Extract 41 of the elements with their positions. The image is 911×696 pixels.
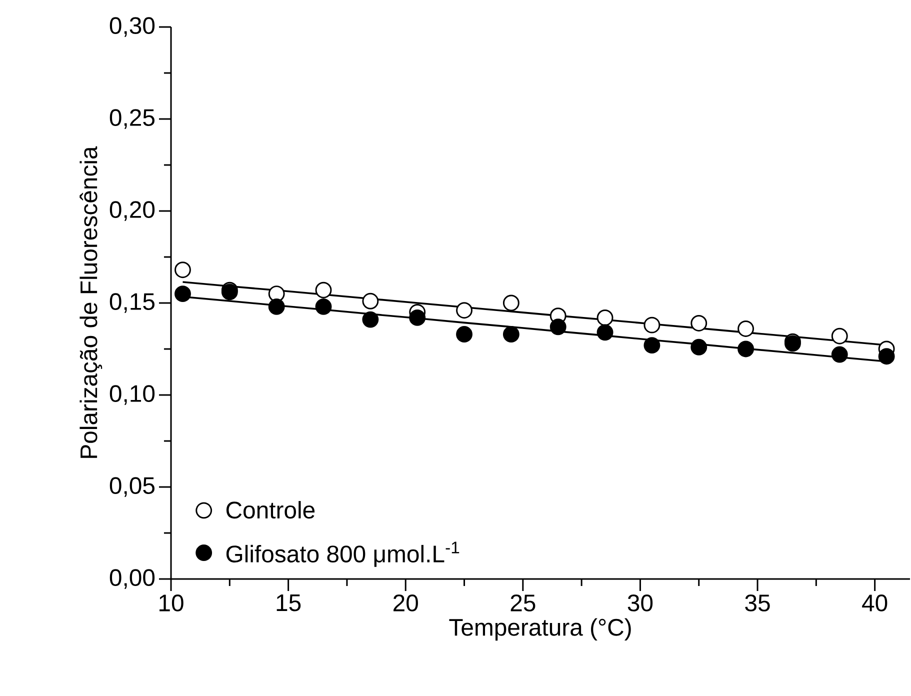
point	[315, 282, 332, 298]
point	[831, 346, 848, 363]
y-tick-label: 0,20	[110, 201, 155, 221]
point	[268, 298, 285, 315]
x-tick-label: 10	[160, 594, 184, 612]
x-tick-label: 35	[745, 594, 770, 612]
y-tick-label: 0,15	[110, 293, 154, 313]
point	[362, 311, 379, 328]
point	[644, 316, 660, 334]
point	[315, 298, 332, 315]
y-tick-label: 0,25	[110, 109, 154, 129]
x-tick-label: 40	[862, 594, 888, 612]
x-tick-label: 25	[510, 594, 536, 612]
point	[690, 315, 708, 332]
point	[831, 328, 848, 344]
y-tick-label: 0,00	[110, 569, 155, 589]
point	[690, 338, 708, 356]
point	[596, 324, 614, 341]
point	[456, 326, 472, 342]
x-tick-label: 20	[394, 594, 418, 612]
point	[456, 302, 472, 319]
y-tick-label: 0,05	[110, 477, 154, 497]
point	[409, 309, 426, 326]
legend-label: Controle	[226, 501, 315, 519]
point	[362, 292, 379, 310]
point	[738, 340, 754, 358]
x-tick-label: 30	[628, 594, 653, 612]
x-axis-title: Temperatura (°C)	[449, 618, 631, 641]
point	[502, 294, 520, 312]
point	[502, 326, 520, 342]
x-tick-label: 15	[276, 594, 301, 612]
point	[738, 320, 754, 337]
y-tick-label: 0,10	[110, 385, 155, 405]
y-tick-label: 0,30	[110, 17, 155, 37]
point	[550, 318, 566, 336]
point	[644, 337, 660, 354]
y-axis-title: Polarização de Fluorescência	[80, 146, 102, 458]
point	[174, 262, 191, 278]
point	[596, 309, 614, 326]
point	[174, 286, 191, 302]
legend-label: Glifosato 800 μmol.L$^{-1}$	[226, 542, 460, 567]
